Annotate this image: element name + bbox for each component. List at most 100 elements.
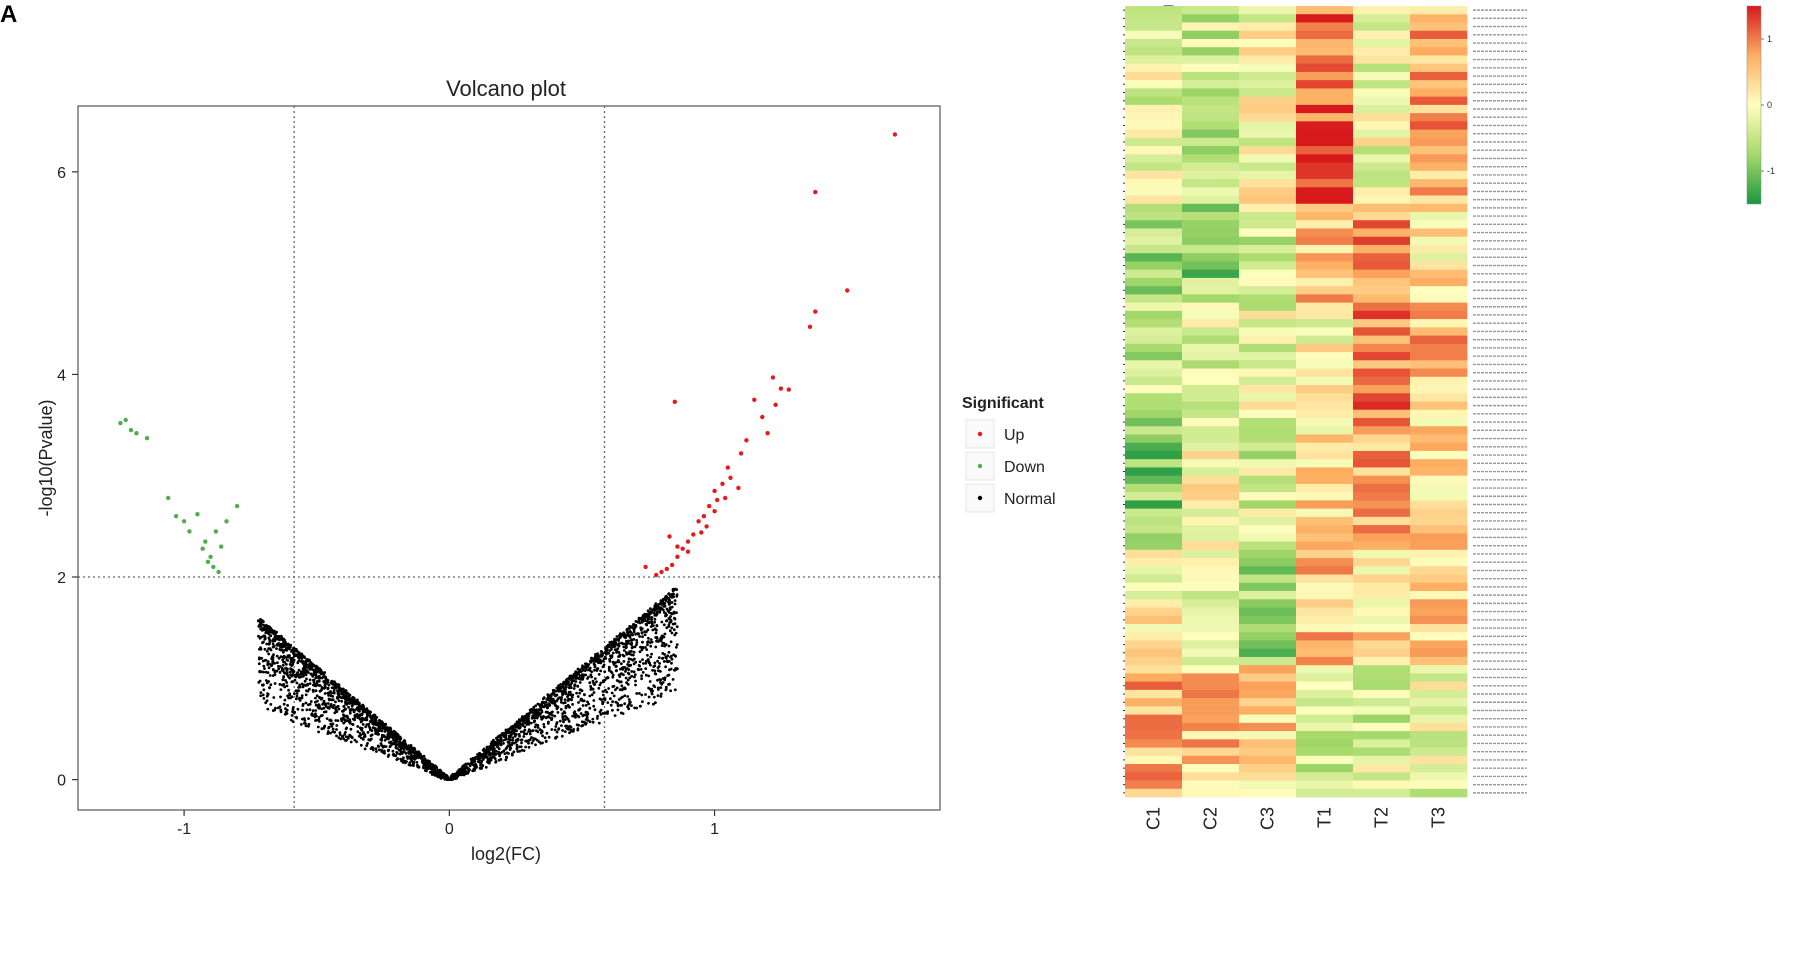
normal-point — [417, 754, 420, 757]
normal-point — [279, 655, 283, 659]
normal-point — [659, 686, 663, 689]
heatmap-cell — [1125, 417, 1183, 427]
heatmap-cell — [1353, 681, 1411, 691]
normal-point — [291, 706, 295, 709]
heatmap-cell — [1239, 417, 1297, 427]
heatmap-cell — [1353, 706, 1411, 715]
heatmap-cell — [1296, 195, 1354, 205]
heatmap-cell — [1182, 261, 1240, 271]
normal-point — [388, 726, 392, 730]
normal-point — [621, 642, 625, 646]
normal-point — [579, 688, 583, 692]
normal-point — [395, 758, 399, 761]
x-axis-label: log2(FC) — [471, 844, 541, 864]
heatmap-cell — [1239, 261, 1297, 271]
normal-point — [324, 705, 328, 708]
up-point — [813, 309, 818, 314]
normal-point — [573, 684, 577, 688]
normal-point — [617, 698, 621, 701]
normal-point — [544, 701, 548, 704]
heatmap-cell — [1239, 113, 1297, 122]
heatmap-cell — [1410, 566, 1468, 575]
normal-point — [647, 674, 651, 678]
normal-point — [615, 649, 618, 653]
normal-point — [282, 660, 285, 664]
normal-point — [632, 662, 636, 666]
heatmap-cell — [1182, 533, 1240, 542]
normal-point — [583, 669, 587, 672]
normal-point — [601, 693, 605, 697]
normal-point — [337, 699, 341, 703]
normal-point — [610, 671, 614, 675]
heatmap-cell — [1410, 368, 1468, 378]
heatmap-cell — [1410, 409, 1468, 419]
normal-point — [633, 645, 637, 649]
normal-point — [631, 658, 635, 662]
normal-point — [291, 659, 294, 663]
normal-point — [647, 695, 651, 699]
normal-point — [607, 687, 610, 690]
heatmap-cell — [1182, 203, 1240, 213]
normal-point — [356, 730, 360, 734]
normal-point — [402, 747, 406, 751]
heatmap-cell — [1239, 360, 1297, 369]
normal-point — [364, 708, 368, 712]
heatmap-cell — [1182, 47, 1240, 56]
normal-point — [588, 681, 592, 685]
normal-point — [331, 727, 335, 731]
normal-point — [345, 703, 349, 706]
normal-point — [560, 734, 564, 738]
heatmap-cell — [1239, 88, 1297, 98]
normal-point — [384, 727, 387, 731]
heatmap-cell — [1239, 689, 1297, 699]
normal-point — [331, 698, 335, 702]
normal-point — [260, 656, 264, 660]
normal-point — [405, 760, 408, 763]
normal-point — [595, 667, 599, 671]
normal-point — [501, 739, 505, 742]
normal-point — [609, 697, 612, 701]
heatmap-cell — [1296, 335, 1354, 345]
heatmap-cell — [1410, 71, 1468, 81]
heatmap-cell — [1125, 714, 1183, 724]
normal-point — [597, 686, 601, 690]
normal-point — [329, 681, 333, 685]
normal-point — [659, 670, 662, 673]
normal-point — [606, 676, 610, 680]
normal-point — [276, 661, 279, 665]
normal-point — [606, 701, 610, 704]
up-point — [685, 549, 691, 554]
normal-point — [287, 655, 291, 659]
normal-point — [638, 635, 642, 638]
normal-point — [304, 724, 308, 728]
heatmap-cell — [1125, 558, 1183, 567]
normal-point — [368, 738, 372, 742]
normal-point — [451, 775, 454, 779]
normal-point — [603, 678, 607, 682]
normal-point — [302, 670, 305, 674]
heatmap-column-labels: C1 C2 C3 T1 T2 T3 — [1144, 807, 1449, 830]
normal-point — [632, 650, 636, 654]
heatmap-cell — [1182, 146, 1240, 155]
normal-point — [639, 668, 643, 671]
normal-point — [380, 722, 383, 726]
heatmap-cell — [1410, 343, 1468, 353]
normal-point — [663, 632, 667, 636]
normal-point — [611, 642, 615, 646]
heatmap-cell — [1410, 286, 1468, 295]
heatmap-cell — [1296, 162, 1354, 172]
heatmap-cell — [1296, 187, 1354, 196]
normal-point — [263, 647, 267, 651]
normal-point — [632, 670, 636, 674]
normal-point — [533, 716, 537, 720]
normal-point — [604, 711, 607, 715]
normal-point — [563, 714, 567, 718]
normal-point — [647, 701, 650, 705]
heatmap-cell — [1125, 508, 1183, 518]
heatmap-cell — [1125, 533, 1183, 542]
heatmap-cell — [1410, 492, 1468, 501]
normal-point — [661, 657, 664, 660]
heatmap-cell — [1410, 269, 1468, 279]
heatmap-cell — [1296, 286, 1354, 295]
heatmap-cell — [1125, 38, 1183, 48]
